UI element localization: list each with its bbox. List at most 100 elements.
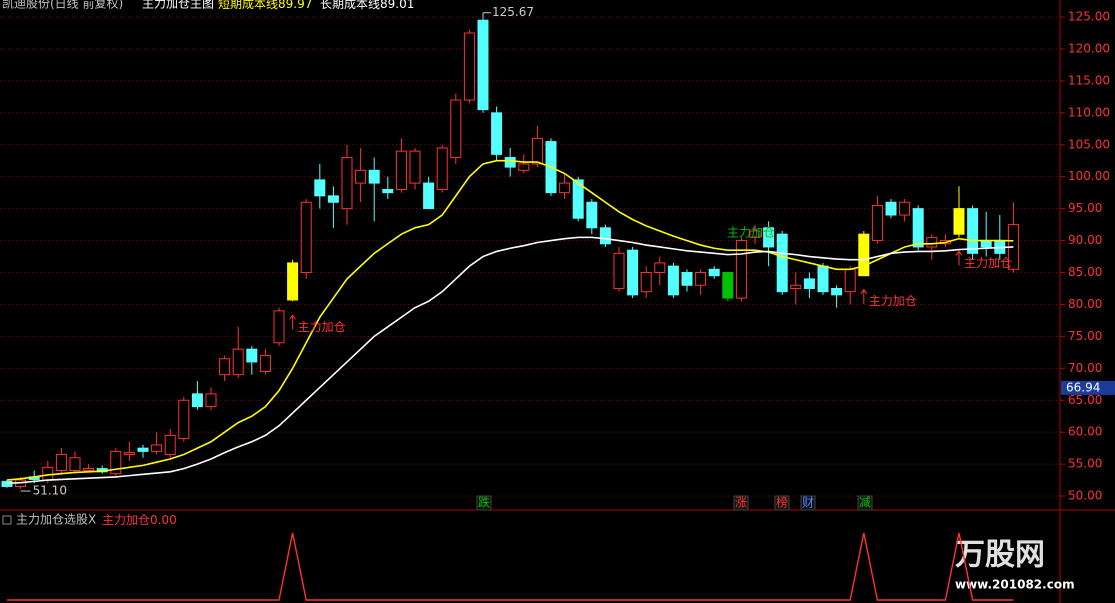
event-box <box>857 495 873 511</box>
chart-subtitle: 主力加仓主图 <box>142 0 214 11</box>
cost-line <box>6 236 1014 485</box>
candle-body <box>423 182 435 210</box>
legend-entry: 短期成本线89.97 <box>218 0 312 11</box>
legend-name: 短期成本线 <box>218 0 278 11</box>
y-tick-label: 110.00 <box>1068 105 1110 119</box>
candle-body <box>858 233 870 277</box>
y-tick-label: 100.00 <box>1068 169 1110 183</box>
candle-body <box>749 230 761 238</box>
chart-title: 凯迪股份(日线 前复权) <box>2 0 123 11</box>
candle-body <box>790 284 802 289</box>
candle-body <box>953 208 965 235</box>
candle-body <box>980 240 992 248</box>
legend-name: 主力加仓 <box>102 513 150 527</box>
cost-line <box>6 159 1014 481</box>
candle-body <box>708 268 720 277</box>
candle-body <box>695 272 707 286</box>
candle-body <box>926 236 938 248</box>
signal-arrow <box>860 288 868 304</box>
candle-body <box>640 272 652 293</box>
hold-label: 主力加仓 <box>727 226 775 240</box>
signal-label: 主力加仓 <box>869 294 917 308</box>
candle-body <box>613 252 625 289</box>
candle-body <box>559 182 571 194</box>
candle-body <box>55 454 67 472</box>
signal-arrow <box>289 314 296 330</box>
candle-body <box>899 201 911 216</box>
candle-body <box>504 157 516 168</box>
candle-body <box>491 112 503 155</box>
candle-body <box>300 201 312 274</box>
candle-body <box>763 227 775 248</box>
candle-body <box>776 233 788 293</box>
candle-body <box>69 457 81 472</box>
event-box <box>476 495 492 511</box>
y-tick-label: 105.00 <box>1068 137 1110 151</box>
candle-body <box>382 188 394 194</box>
candle-body <box>409 150 421 184</box>
y-tick-label: 75.00 <box>1068 329 1102 343</box>
y-tick-label: 80.00 <box>1068 297 1102 311</box>
candle-body <box>722 272 734 299</box>
y-tick-label: 115.00 <box>1068 73 1110 87</box>
candle-body <box>327 195 339 203</box>
candle-body <box>681 272 693 286</box>
candle-body <box>191 393 203 408</box>
candle-body <box>803 278 815 289</box>
event-box <box>800 495 816 511</box>
candle-body <box>667 265 679 296</box>
candle-body <box>967 208 979 254</box>
candle-body <box>83 468 95 472</box>
candle-body <box>273 310 285 344</box>
y-tick-label: 125.00 <box>1068 10 1110 24</box>
y-tick-label: 65.00 <box>1068 393 1102 407</box>
candle-body <box>178 399 190 440</box>
price-tag: 66.94 <box>1066 380 1100 394</box>
signal-arrow <box>955 250 963 266</box>
candle-body <box>137 447 149 452</box>
candle-body <box>259 355 271 373</box>
candle-body <box>219 358 231 376</box>
candle-body <box>246 348 258 363</box>
logo-name: 万股网 <box>955 538 1045 573</box>
candle-body <box>518 163 530 171</box>
legend-name: 长期成本线 <box>320 0 380 11</box>
legend-entry: 长期成本线89.01 <box>320 0 414 11</box>
y-tick-label: 120.00 <box>1068 41 1110 55</box>
price-tag-bg <box>1061 380 1115 395</box>
candle-body <box>110 450 122 475</box>
candle-body <box>368 169 380 184</box>
signal-label: 主力加仓 <box>964 256 1012 270</box>
candle-body <box>463 32 475 101</box>
candle-body <box>287 262 299 301</box>
candle-body <box>205 393 217 408</box>
y-tick-label: 50.00 <box>1068 489 1102 503</box>
event-label: 财 <box>802 496 814 510</box>
candle-body <box>572 179 584 219</box>
candle-body <box>395 150 407 190</box>
event-label: 跌 <box>478 495 490 510</box>
candle-body <box>586 201 598 229</box>
candle-body <box>42 466 54 481</box>
pane-icon[interactable] <box>2 515 12 525</box>
candle-body <box>341 157 353 210</box>
candle-body <box>450 99 462 159</box>
candle-body <box>844 268 856 293</box>
candle-body <box>871 204 883 242</box>
legend-entry: 主力加仓0.00 <box>102 513 177 527</box>
event-label: 减 <box>859 496 871 510</box>
y-tick-label: 95.00 <box>1068 201 1102 215</box>
candle-body <box>123 452 135 456</box>
signal-label: 主力加仓 <box>298 320 346 334</box>
y-tick-label: 90.00 <box>1068 233 1102 247</box>
event-label: 榜 <box>776 495 788 510</box>
y-tick-label: 85.00 <box>1068 265 1102 279</box>
candle-body <box>599 227 611 245</box>
logo-url: www.201082.com <box>955 578 1075 592</box>
legend-value: 89.97 <box>278 0 312 11</box>
event-box <box>774 495 790 511</box>
candle-body <box>151 444 163 452</box>
